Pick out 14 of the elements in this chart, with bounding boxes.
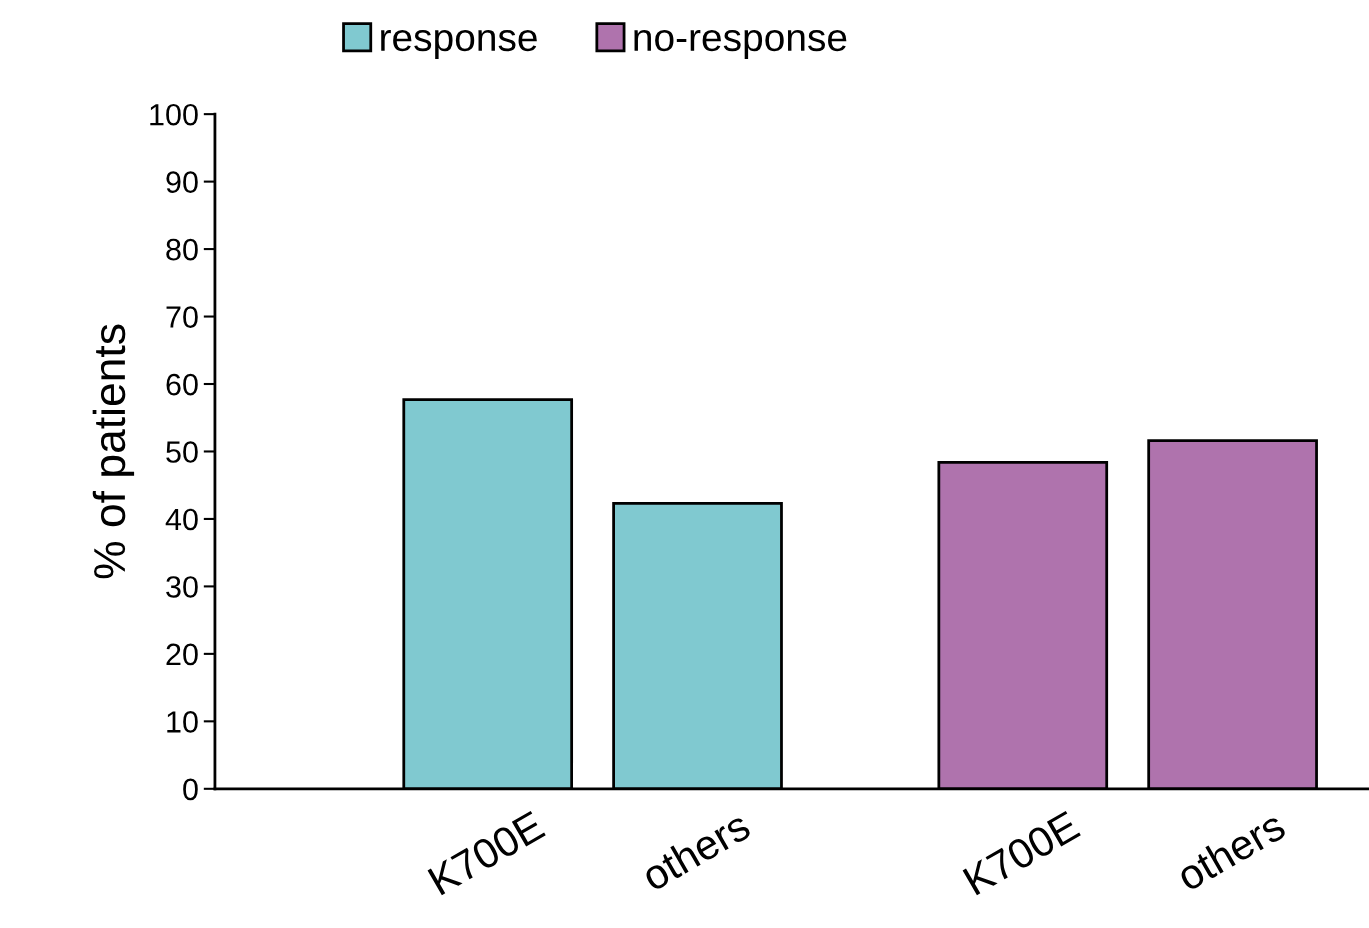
y-tick-label: 70 [166, 306, 198, 328]
y-tick-label: 30 [166, 576, 198, 598]
legend-label: no-response [634, 29, 847, 59]
y-tick-label: 40 [165, 508, 198, 531]
y-tick-label: 80 [166, 238, 198, 261]
y-tick-label: 50 [166, 441, 198, 463]
y-tick-label: 20 [166, 643, 198, 666]
y-tick-label: 60 [166, 373, 198, 396]
y-tick-label: 0 [183, 778, 198, 801]
y-tick-label: 10 [167, 711, 198, 733]
y-axis-title: % of patients [92, 324, 135, 579]
y-tick-label: 90 [166, 171, 198, 193]
legend-label: response [381, 29, 537, 59]
y-tick-label: 100 [150, 103, 198, 126]
